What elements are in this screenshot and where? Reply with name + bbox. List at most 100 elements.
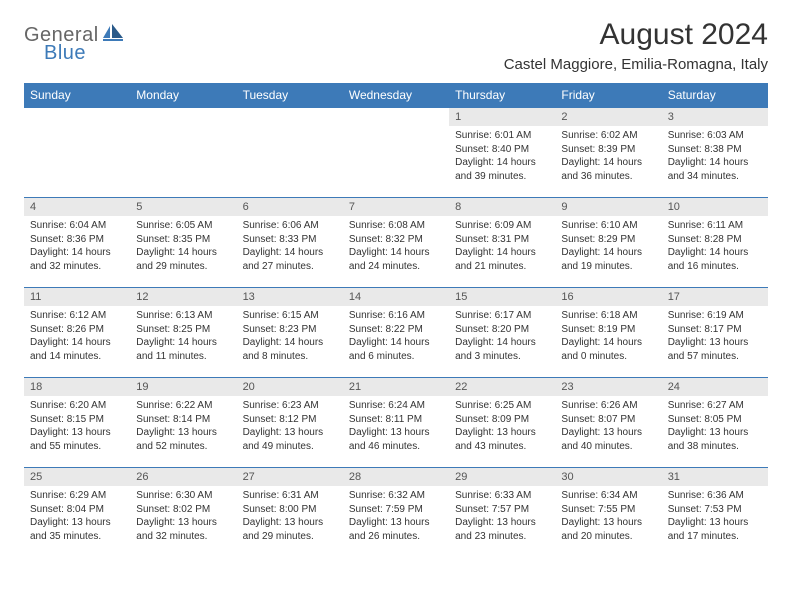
calendar-day-cell: 16Sunrise: 6:18 AMSunset: 8:19 PMDayligh…: [555, 288, 661, 378]
sunset-text: Sunset: 8:15 PM: [30, 413, 124, 427]
daylight-text-1: Daylight: 14 hours: [30, 246, 124, 260]
daylight-text-1: Daylight: 14 hours: [561, 246, 655, 260]
sunrise-text: Sunrise: 6:15 AM: [243, 309, 337, 323]
day-content: Sunrise: 6:34 AMSunset: 7:55 PMDaylight:…: [555, 486, 661, 547]
sunset-text: Sunset: 7:57 PM: [455, 503, 549, 517]
daylight-text-2: and 40 minutes.: [561, 440, 655, 454]
title-block: August 2024 Castel Maggiore, Emilia-Roma…: [504, 18, 768, 73]
daylight-text-1: Daylight: 14 hours: [561, 336, 655, 350]
day-content: Sunrise: 6:19 AMSunset: 8:17 PMDaylight:…: [662, 306, 768, 367]
sunset-text: Sunset: 8:20 PM: [455, 323, 549, 337]
sunrise-text: Sunrise: 6:34 AM: [561, 489, 655, 503]
daylight-text-2: and 24 minutes.: [349, 260, 443, 274]
daylight-text-1: Daylight: 14 hours: [668, 156, 762, 170]
day-number: 26: [130, 468, 236, 486]
calendar-page: General August 2024 Castel Maggiore, Emi…: [0, 0, 792, 558]
sunset-text: Sunset: 8:33 PM: [243, 233, 337, 247]
daylight-text-1: Daylight: 14 hours: [668, 246, 762, 260]
calendar-day-cell: 10Sunrise: 6:11 AMSunset: 8:28 PMDayligh…: [662, 198, 768, 288]
sunrise-text: Sunrise: 6:27 AM: [668, 399, 762, 413]
sunrise-text: Sunrise: 6:16 AM: [349, 309, 443, 323]
calendar-day-cell: 22Sunrise: 6:25 AMSunset: 8:09 PMDayligh…: [449, 378, 555, 468]
day-content: Sunrise: 6:29 AMSunset: 8:04 PMDaylight:…: [24, 486, 130, 547]
daylight-text-1: Daylight: 13 hours: [668, 336, 762, 350]
daylight-text-1: Daylight: 13 hours: [30, 516, 124, 530]
sunrise-text: Sunrise: 6:30 AM: [136, 489, 230, 503]
sunrise-text: Sunrise: 6:23 AM: [243, 399, 337, 413]
month-title: August 2024: [504, 18, 768, 52]
calendar-week-row: 18Sunrise: 6:20 AMSunset: 8:15 PMDayligh…: [24, 378, 768, 468]
calendar-day-cell: 5Sunrise: 6:05 AMSunset: 8:35 PMDaylight…: [130, 198, 236, 288]
sunset-text: Sunset: 8:05 PM: [668, 413, 762, 427]
sunset-text: Sunset: 8:32 PM: [349, 233, 443, 247]
daylight-text-2: and 23 minutes.: [455, 530, 549, 544]
day-content: Sunrise: 6:30 AMSunset: 8:02 PMDaylight:…: [130, 486, 236, 547]
day-content: Sunrise: 6:11 AMSunset: 8:28 PMDaylight:…: [662, 216, 768, 277]
sunrise-text: Sunrise: 6:17 AM: [455, 309, 549, 323]
day-content: Sunrise: 6:13 AMSunset: 8:25 PMDaylight:…: [130, 306, 236, 367]
day-number: 24: [662, 378, 768, 396]
sunrise-text: Sunrise: 6:19 AM: [668, 309, 762, 323]
sunset-text: Sunset: 8:40 PM: [455, 143, 549, 157]
calendar-day-cell: 30Sunrise: 6:34 AMSunset: 7:55 PMDayligh…: [555, 468, 661, 558]
daylight-text-1: Daylight: 13 hours: [455, 426, 549, 440]
daylight-text-1: Daylight: 14 hours: [349, 246, 443, 260]
calendar-week-row: 4Sunrise: 6:04 AMSunset: 8:36 PMDaylight…: [24, 198, 768, 288]
day-content: Sunrise: 6:09 AMSunset: 8:31 PMDaylight:…: [449, 216, 555, 277]
daylight-text-2: and 16 minutes.: [668, 260, 762, 274]
weekday-header: Saturday: [662, 83, 768, 108]
daylight-text-2: and 32 minutes.: [136, 530, 230, 544]
sunset-text: Sunset: 8:14 PM: [136, 413, 230, 427]
day-number: 19: [130, 378, 236, 396]
day-number: 23: [555, 378, 661, 396]
daylight-text-1: Daylight: 13 hours: [668, 426, 762, 440]
sunrise-text: Sunrise: 6:20 AM: [30, 399, 124, 413]
daylight-text-1: Daylight: 13 hours: [243, 516, 337, 530]
logo-sail-icon: [103, 24, 125, 47]
day-content: Sunrise: 6:32 AMSunset: 7:59 PMDaylight:…: [343, 486, 449, 547]
calendar-day-cell: 26Sunrise: 6:30 AMSunset: 8:02 PMDayligh…: [130, 468, 236, 558]
weekday-header: Tuesday: [237, 83, 343, 108]
day-number-empty: [343, 108, 449, 126]
day-content: Sunrise: 6:26 AMSunset: 8:07 PMDaylight:…: [555, 396, 661, 457]
calendar-day-cell: 2Sunrise: 6:02 AMSunset: 8:39 PMDaylight…: [555, 108, 661, 198]
day-content: Sunrise: 6:02 AMSunset: 8:39 PMDaylight:…: [555, 126, 661, 187]
sunset-text: Sunset: 8:38 PM: [668, 143, 762, 157]
calendar-day-cell: 4Sunrise: 6:04 AMSunset: 8:36 PMDaylight…: [24, 198, 130, 288]
sunset-text: Sunset: 8:26 PM: [30, 323, 124, 337]
sunrise-text: Sunrise: 6:26 AM: [561, 399, 655, 413]
calendar-day-cell: [24, 108, 130, 198]
calendar-day-cell: 8Sunrise: 6:09 AMSunset: 8:31 PMDaylight…: [449, 198, 555, 288]
daylight-text-1: Daylight: 13 hours: [136, 426, 230, 440]
sunset-text: Sunset: 8:07 PM: [561, 413, 655, 427]
sunset-text: Sunset: 8:29 PM: [561, 233, 655, 247]
day-content: Sunrise: 6:20 AMSunset: 8:15 PMDaylight:…: [24, 396, 130, 457]
day-content: Sunrise: 6:08 AMSunset: 8:32 PMDaylight:…: [343, 216, 449, 277]
calendar-day-cell: 27Sunrise: 6:31 AMSunset: 8:00 PMDayligh…: [237, 468, 343, 558]
day-number: 14: [343, 288, 449, 306]
sunrise-text: Sunrise: 6:08 AM: [349, 219, 443, 233]
calendar-day-cell: 18Sunrise: 6:20 AMSunset: 8:15 PMDayligh…: [24, 378, 130, 468]
sunrise-text: Sunrise: 6:06 AM: [243, 219, 337, 233]
weekday-header: Sunday: [24, 83, 130, 108]
day-number: 17: [662, 288, 768, 306]
day-number: 25: [24, 468, 130, 486]
day-content: Sunrise: 6:36 AMSunset: 7:53 PMDaylight:…: [662, 486, 768, 547]
sunset-text: Sunset: 8:39 PM: [561, 143, 655, 157]
day-number-empty: [237, 108, 343, 126]
calendar-day-cell: 21Sunrise: 6:24 AMSunset: 8:11 PMDayligh…: [343, 378, 449, 468]
day-number: 2: [555, 108, 661, 126]
daylight-text-2: and 20 minutes.: [561, 530, 655, 544]
logo-text-blue: Blue: [44, 42, 86, 64]
daylight-text-1: Daylight: 14 hours: [561, 156, 655, 170]
sunrise-text: Sunrise: 6:22 AM: [136, 399, 230, 413]
day-number: 18: [24, 378, 130, 396]
calendar-day-cell: 13Sunrise: 6:15 AMSunset: 8:23 PMDayligh…: [237, 288, 343, 378]
calendar-day-cell: 17Sunrise: 6:19 AMSunset: 8:17 PMDayligh…: [662, 288, 768, 378]
calendar-day-cell: [237, 108, 343, 198]
sunset-text: Sunset: 7:55 PM: [561, 503, 655, 517]
daylight-text-2: and 46 minutes.: [349, 440, 443, 454]
calendar-day-cell: 23Sunrise: 6:26 AMSunset: 8:07 PMDayligh…: [555, 378, 661, 468]
daylight-text-1: Daylight: 13 hours: [561, 516, 655, 530]
sunrise-text: Sunrise: 6:02 AM: [561, 129, 655, 143]
